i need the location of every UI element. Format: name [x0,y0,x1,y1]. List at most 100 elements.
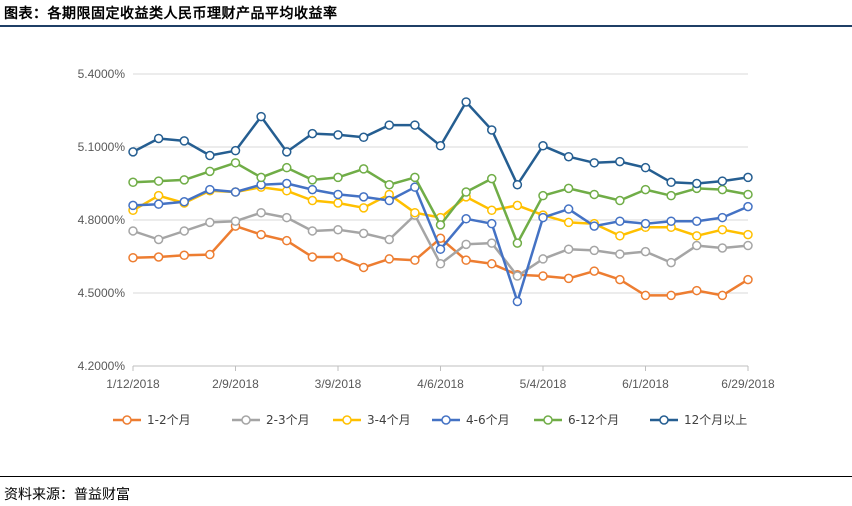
data-point [384,234,394,245]
data-point [307,128,318,139]
legend-label: 6-12个月 [568,413,619,427]
data-point [589,221,599,231]
data-point [256,207,266,218]
data-point [435,141,446,151]
data-point [179,175,189,185]
data-point [153,176,164,186]
series-0 [128,221,753,301]
data-point [333,252,343,262]
data-point [307,184,318,195]
data-point [743,240,753,251]
x-tick-label: 1/12/2018 [106,377,160,391]
legend-item: 6-12个月 [534,413,619,427]
data-point [487,173,497,184]
legend-item: 3-4个月 [333,413,411,427]
y-tick-label: 5.4000% [78,67,126,81]
data-point [487,259,497,269]
data-point [230,145,241,156]
data-point [307,226,318,236]
data-point [307,175,318,185]
data-point [461,239,471,250]
data-point [563,183,574,194]
data-point [153,234,164,245]
legend-marker [122,415,132,425]
data-point [743,172,753,183]
data-point [333,130,343,140]
data-point [743,229,753,240]
data-point [538,141,548,151]
data-point [563,204,574,214]
data-point [512,271,523,281]
axes: 4.2000% 4.5000% 4.8000% 5.1000% 5.4000% 1/12/… [78,67,775,391]
data-point [153,133,164,144]
legend-marker [342,415,352,425]
data-point [384,195,394,206]
data-point [205,249,215,260]
figure-title: 图表：各期限固定收益类人民币理财产品平均收益率 [4,6,338,22]
data-point [512,296,523,307]
data-point [512,179,523,190]
data-point [435,244,446,254]
data-point [384,179,394,190]
data-point [589,189,599,200]
y-tick-label: 4.5000% [78,286,126,300]
legend-item: 12个月以上 [650,413,747,427]
data-point [640,218,651,229]
legend-item: 1-2个月 [113,413,191,427]
data-point [692,178,702,189]
data-point [358,132,369,143]
data-point [410,172,420,183]
data-point [538,271,548,281]
data-point [153,199,164,209]
data-point [205,166,215,177]
data-point [743,189,753,200]
data-point [615,156,625,167]
legend-item: 2-3个月 [232,413,310,427]
data-point [717,184,728,195]
x-tick-label: 4/6/2018 [417,377,464,391]
data-point [743,201,753,212]
data-point [589,266,599,276]
data-point [717,243,728,253]
data-point [487,205,497,216]
data-point [435,220,446,230]
legend-marker [543,415,553,425]
data-point [666,257,676,268]
data-point [563,151,574,162]
legend-label: 1-2个月 [147,413,191,427]
data-point [128,226,138,236]
data-point [640,162,651,173]
data-point [692,216,702,226]
data-point [230,158,241,168]
y-tick-label: 4.2000% [78,359,126,373]
data-point [205,184,215,195]
legend-item: 4-6个月 [432,413,510,427]
x-tick-label: 6/29/2018 [721,377,775,391]
data-point [615,195,625,206]
data-point [128,252,138,263]
series-lines [128,97,753,307]
data-point [205,150,215,161]
data-point [256,229,266,240]
data-point [410,207,420,218]
data-point [435,259,446,269]
legend-label: 3-4个月 [367,413,411,427]
chart-legend: 1-2个月 2-3个月 3-4个月 4-6个月 6-12个月 12个月以上 [113,413,747,427]
data-point [282,235,292,246]
data-point [512,200,523,211]
data-point [461,187,471,197]
data-point [461,255,471,265]
x-tick-label: 6/1/2018 [622,377,669,391]
line-chart: 4.2000% 4.5000% 4.8000% 5.1000% 5.4000% 1/12/… [78,67,775,427]
data-point [717,290,728,301]
data-point [461,97,471,107]
data-point [358,228,369,239]
data-point [589,245,599,256]
data-point [615,216,625,226]
data-point [179,136,189,146]
legend-label: 12个月以上 [684,413,747,427]
data-point [230,187,241,197]
legend-marker [241,415,251,425]
source-note: 资料来源：普益财富 [4,487,130,503]
data-point [589,158,599,168]
